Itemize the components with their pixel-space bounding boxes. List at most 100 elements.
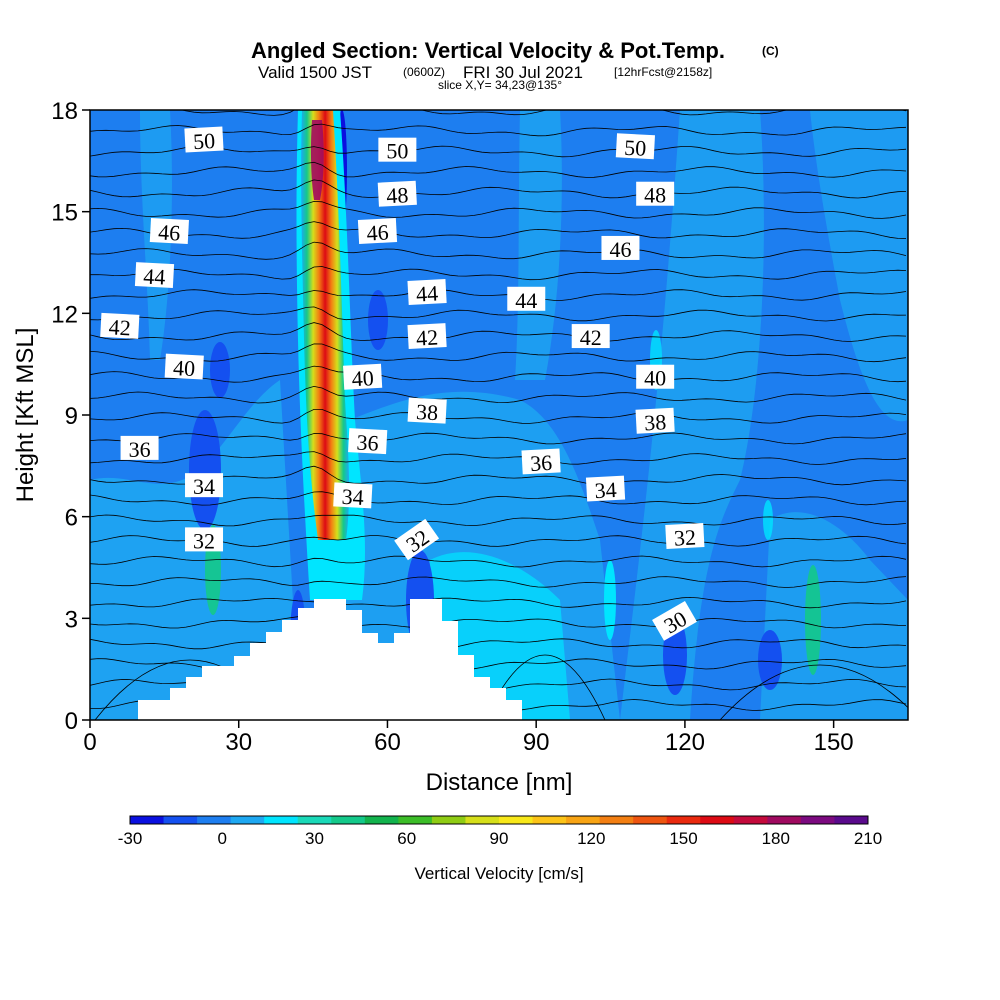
- isentrope-line: [90, 408, 907, 424]
- contour-label-box: [407, 279, 447, 305]
- colorbar-swatch: [163, 816, 198, 824]
- contour-label-box: [507, 286, 546, 311]
- colorbar-tick-label: -30: [118, 829, 143, 848]
- x-tick-label: 120: [665, 729, 705, 756]
- contour-label: 42: [100, 312, 140, 340]
- colorbar-tick-label: 60: [397, 829, 416, 848]
- contour-label-box: [636, 364, 675, 389]
- colorbar-swatch: [767, 816, 802, 824]
- colorbar-swatch: [398, 816, 433, 824]
- contour-label-text: 36: [356, 430, 379, 456]
- x-tick-label: 90: [523, 729, 550, 756]
- isentrope-line: [90, 179, 907, 199]
- contour-label-text: 40: [644, 366, 666, 391]
- contour-label-text: 50: [386, 139, 408, 164]
- isentrope-line: [719, 664, 908, 720]
- contour-label: 32: [185, 527, 224, 553]
- isentrope-line: [90, 451, 907, 465]
- chart-title: Angled Section: Vertical Velocity & Pot.…: [251, 38, 725, 63]
- y-tick-label: 3: [65, 606, 78, 633]
- contour-label: 34: [185, 473, 224, 499]
- contour-label: 44: [134, 262, 175, 290]
- colorbar-swatch: [197, 816, 232, 824]
- plume-core: [301, 110, 350, 540]
- colorbar-swatch: [431, 816, 466, 824]
- contour-label: 40: [636, 364, 675, 391]
- isentrope-line: [90, 266, 907, 281]
- updraft-core: [805, 565, 821, 675]
- colorbar-swatch: [364, 816, 399, 824]
- valid-time-label: Valid 1500 JST: [258, 63, 372, 82]
- y-axis: 0 3 6 9 12 15 18: [51, 98, 90, 735]
- colorbar-tick-label: 180: [762, 829, 790, 848]
- copyright-mark: (C): [762, 44, 779, 58]
- contour-label: 48: [377, 180, 417, 208]
- x-tick-label: 0: [83, 729, 96, 756]
- contour-label: 46: [357, 218, 398, 246]
- contour-label: 50: [615, 133, 655, 161]
- contour-label: 32: [665, 523, 705, 551]
- y-tick-label: 15: [51, 200, 78, 227]
- updraft-region: [810, 110, 908, 422]
- contour-labels: 50 50 50 48 48 46 46 46 44 44 44 42 42 42 40 40 40 38 38 36…: [100, 126, 705, 641]
- contour-label-box: [348, 428, 388, 455]
- contour-label-text: 42: [580, 325, 602, 350]
- y-axis-label: Height [Kft MSL]: [12, 328, 39, 503]
- downdraft-region: [368, 290, 388, 350]
- colorbar-swatch: [230, 816, 265, 824]
- main-updraft-plume: [296, 110, 365, 600]
- isentrope-line: [90, 465, 907, 486]
- colorbar-tick-label: 150: [669, 829, 697, 848]
- isentrope-line: [90, 161, 907, 178]
- contour-label-text: 32: [673, 524, 696, 550]
- contour-label-text: 34: [193, 474, 215, 499]
- colorbar-tick-label: 120: [577, 829, 605, 848]
- y-tick-label: 0: [65, 708, 78, 735]
- updraft-region: [620, 110, 764, 720]
- contour-label-box: [407, 397, 447, 424]
- updraft-region: [515, 110, 562, 380]
- colorbar-swatch: [130, 816, 165, 824]
- downdraft-region: [604, 560, 616, 640]
- isentrope-line: [90, 535, 907, 547]
- contour-label-box: [601, 235, 640, 260]
- isentrope-line: [90, 343, 907, 363]
- contour-label: 36: [348, 428, 388, 456]
- contour-label-text: 50: [192, 128, 215, 154]
- contour-label-box: [636, 181, 675, 206]
- colorbar-swatch: [700, 816, 735, 824]
- contour-label: 48: [636, 181, 675, 208]
- contour-label-text: 32: [193, 528, 215, 553]
- contour-label: 34: [585, 475, 626, 503]
- contour-label-text: 34: [594, 477, 617, 503]
- contour-label-text: 42: [108, 314, 131, 340]
- contour-label: 44: [507, 286, 546, 313]
- contour-label: 40: [343, 363, 383, 391]
- valid-time-line: Valid 1500 JST (0600Z) FRI 30 Jul 2021 […: [258, 63, 712, 82]
- isentrope-line: [90, 555, 907, 568]
- isentrope-line: [90, 306, 907, 322]
- contour-label: 36: [120, 435, 159, 462]
- isentrope-line: [90, 432, 907, 445]
- colorbar-swatch: [499, 816, 534, 824]
- x-tick-label: 30: [225, 729, 252, 756]
- colorbar-swatch: [297, 816, 332, 824]
- valid-date-label: FRI 30 Jul 2021: [463, 63, 583, 82]
- contour-label-box: [407, 323, 447, 350]
- contour-label: 50: [184, 126, 224, 154]
- contour-label-box: [635, 407, 675, 434]
- contour-label-text: 42: [416, 324, 439, 350]
- contour-label: 36: [521, 448, 561, 476]
- isentrope-line: [90, 633, 907, 650]
- contour-label-text: 46: [366, 219, 389, 245]
- contour-label-box: [571, 324, 610, 349]
- contour-label-text: 36: [129, 437, 151, 462]
- contour-label: 34: [333, 482, 373, 510]
- isentrope-lines: [90, 110, 908, 720]
- contour-label-box: [184, 126, 224, 153]
- colorbar-swatch: [331, 816, 366, 824]
- contour-label: 44: [407, 279, 447, 307]
- contour-label-box: [164, 353, 204, 380]
- isentrope-line: [90, 385, 907, 404]
- colorbar-swatch: [264, 816, 299, 824]
